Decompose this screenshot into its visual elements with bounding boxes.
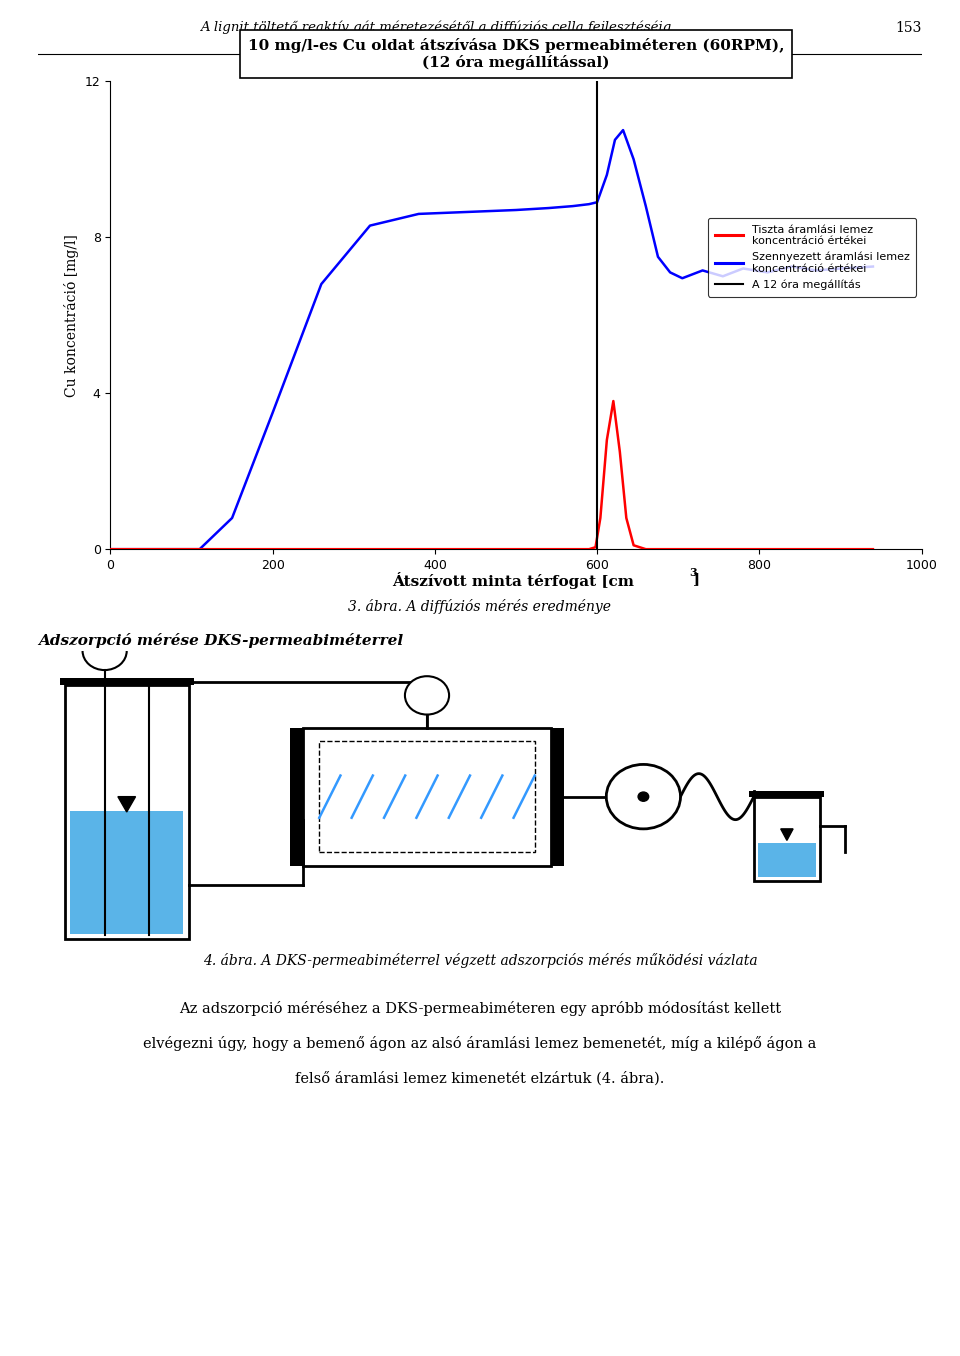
Text: ]: ]: [693, 572, 700, 586]
Text: Átszívott minta térfogat [cm: Átszívott minta térfogat [cm: [393, 572, 635, 590]
Text: Adszorpció mérése DKS-permeabiméterrel: Adszorpció mérése DKS-permeabiméterrel: [38, 633, 403, 648]
Circle shape: [607, 765, 681, 829]
Bar: [754, 796, 820, 881]
Bar: [65, 685, 188, 938]
Text: 3: 3: [689, 567, 697, 578]
Text: A lignit töltető reaktív gát méretezésétől a diffúziós cella fejlesztéséig: A lignit töltető reaktív gát méretezését…: [201, 20, 671, 34]
Text: 153: 153: [896, 20, 922, 35]
Bar: [758, 842, 816, 877]
Text: elvégezni úgy, hogy a bemenő ágon az alsó áramlási lemez bemenetét, míg a kilépő: elvégezni úgy, hogy a bemenő ágon az als…: [143, 1036, 817, 1051]
Polygon shape: [118, 796, 135, 812]
Bar: [320, 742, 535, 852]
Text: 4. ábra. A DKS-permeabiméterrel végzett adszorpciós mérés működési vázlata: 4. ábra. A DKS-permeabiméterrel végzett …: [203, 953, 757, 968]
Polygon shape: [780, 829, 793, 841]
Bar: [303, 728, 551, 865]
Text: felső áramlási lemez kimenetét elzártuk (4. ábra).: felső áramlási lemez kimenetét elzártuk …: [296, 1071, 664, 1086]
Title: 10 mg/l-es Cu oldat átszívása DKS permeabiméteren (60RPM),
(12 óra megállítással: 10 mg/l-es Cu oldat átszívása DKS permea…: [248, 38, 784, 71]
Circle shape: [83, 632, 127, 670]
Y-axis label: Cu koncentráció [mg/l]: Cu koncentráció [mg/l]: [64, 233, 80, 397]
Bar: [551, 728, 564, 865]
Circle shape: [638, 792, 649, 801]
Legend: Tiszta áramlási lemez
koncentráció értékei, Szennyezett áramlási lemez
koncentrá: Tiszta áramlási lemez koncentráció érték…: [708, 218, 916, 297]
Circle shape: [405, 677, 449, 715]
Text: Az adszorpció méréséhez a DKS-permeabiméteren egy apróbb módosítást kellett: Az adszorpció méréséhez a DKS-permeabimé…: [179, 1001, 781, 1016]
Bar: [290, 728, 303, 865]
Bar: [60, 678, 194, 685]
Text: 3. ábra. A diffúziós mérés eredménye: 3. ábra. A diffúziós mérés eredménye: [348, 599, 612, 614]
Bar: [750, 792, 825, 796]
Bar: [70, 811, 183, 934]
